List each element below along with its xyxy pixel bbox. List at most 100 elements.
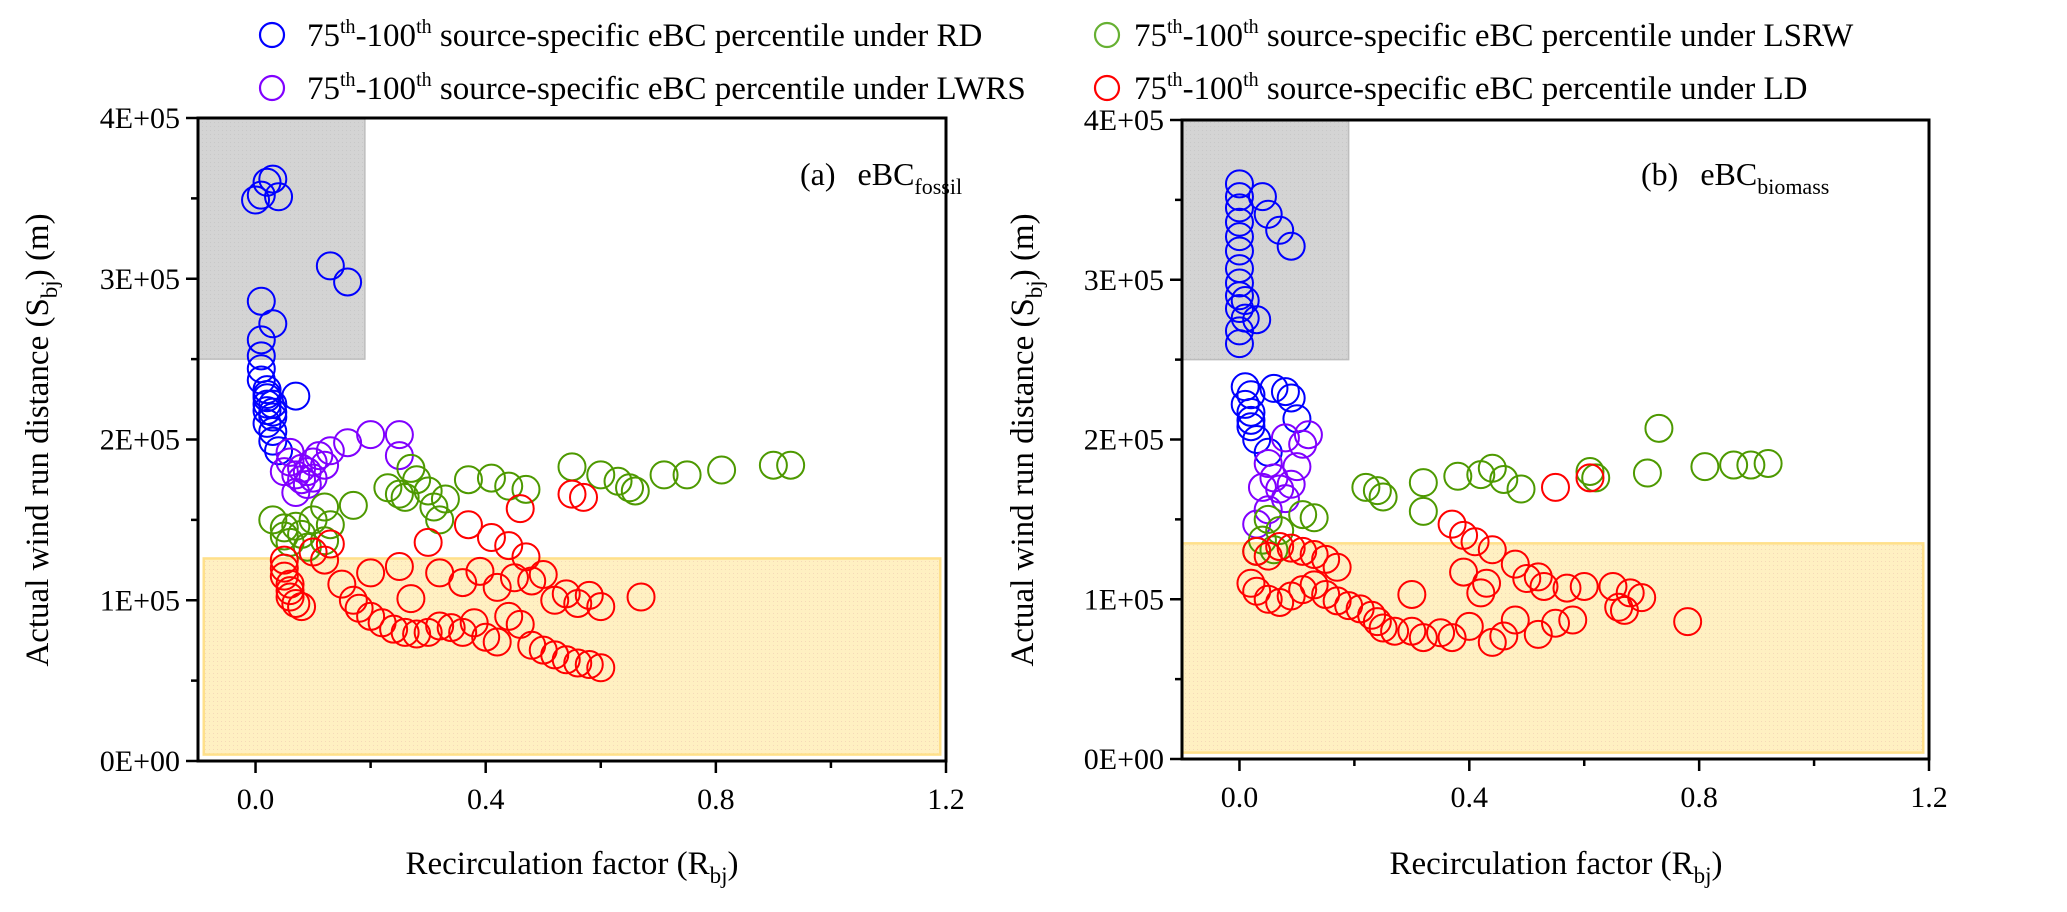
legend-label-ld-mid: -100: [1183, 71, 1244, 107]
data-point-ld: [1253, 541, 1283, 571]
data-point-ld: [1253, 584, 1283, 614]
panel-a-y-tick-label: 0E+00: [100, 745, 180, 778]
data-point-rd: [1224, 182, 1254, 212]
data-point-lsrw: [1408, 496, 1438, 526]
data-point-rd: [1224, 294, 1254, 324]
data-point-rd: [246, 180, 276, 210]
legend-label-lsrw-prefix: 75: [1134, 18, 1167, 54]
data-point-ld: [356, 558, 386, 588]
panel-b-x-tick-label: 0.8: [1680, 781, 1718, 814]
panel-a-label: (a) eBCfossil: [800, 156, 962, 199]
panel-a-xlabel-end: ): [728, 846, 739, 882]
data-point-ld: [586, 653, 616, 683]
panel-b-xlabel-end: ): [1712, 846, 1723, 882]
legend-label-ld-prefix: 75: [1134, 71, 1167, 107]
data-point-lsrw: [1477, 453, 1507, 483]
panel-a-regions: [197, 117, 942, 756]
data-point-ld: [1500, 605, 1530, 635]
data-point-ld: [1466, 578, 1496, 608]
data-point-lwrs: [269, 457, 299, 487]
data-point-ld: [315, 529, 345, 559]
data-point-ld: [275, 576, 305, 606]
data-point-rd: [258, 397, 288, 427]
data-point-lsrw: [258, 505, 288, 535]
legend-label-ld-sup1: th: [1167, 69, 1183, 91]
panel-a-y-tick-label: 4E+05: [100, 102, 180, 135]
data-point-rd: [1247, 182, 1277, 212]
legend-label-lwrs-sup1: th: [340, 69, 356, 91]
data-point-rd: [258, 416, 288, 446]
data-point-rd: [252, 389, 282, 419]
data-point-rd: [1224, 236, 1254, 266]
data-point-ld: [310, 545, 340, 575]
panel-b-points: [1224, 169, 1783, 657]
data-point-rd: [1259, 373, 1289, 403]
data-point-lsrw: [649, 460, 679, 490]
panel-a-points: [241, 164, 806, 683]
panel-b-x-tick-label: 0.0: [1221, 781, 1259, 814]
data-point-ld: [1673, 607, 1703, 637]
data-point-lsrw: [557, 452, 587, 482]
data-point-lsrw: [707, 455, 737, 485]
legend-marker-ld: [1093, 74, 1121, 102]
data-point-rd: [333, 267, 363, 297]
data-point-ld: [476, 523, 506, 553]
panel-a-axes: 0E+00 1E+05 2E+05 3E+05 4E+05 0.0 0.4 0.8 1.2: [100, 102, 965, 816]
data-point-lsrw: [1408, 468, 1438, 498]
data-point-ld: [275, 569, 305, 599]
data-point-lsrw: [758, 450, 788, 480]
data-point-lsrw: [1690, 452, 1720, 482]
data-point-rd: [246, 286, 276, 316]
data-point-lsrw: [1506, 474, 1536, 504]
data-point-ld: [1437, 623, 1467, 653]
data-point-rd: [1236, 405, 1266, 435]
data-point-lsrw: [1736, 450, 1766, 480]
data-point-lsrw: [1362, 476, 1392, 506]
data-point-ld: [482, 627, 512, 657]
data-point-ld: [1552, 573, 1582, 603]
data-point-lwrs: [1282, 452, 1312, 482]
panel-a-ylabel-end: ) (m): [20, 213, 56, 280]
data-point-lwrs: [1247, 472, 1277, 502]
data-point-lwrs: [1293, 420, 1323, 450]
legend-label-ld-sup2: th: [1243, 69, 1259, 91]
panel-b-xlabel-main: Recirculation factor (R: [1389, 846, 1693, 882]
data-point-ld: [1397, 579, 1427, 609]
legend-item-lwrs: 75th-100th source-specific eBC percentil…: [258, 69, 1026, 107]
panel-a-x-tick-label: 0.0: [237, 783, 275, 816]
data-point-rd: [1224, 193, 1254, 223]
data-point-ld: [505, 494, 535, 524]
data-point-lsrw: [511, 474, 541, 504]
data-point-ld: [1288, 536, 1318, 566]
panel-a-region-low-distance: [202, 557, 942, 756]
data-point-ld: [551, 579, 581, 609]
svg-text:75th-100th source-specific eBC: 75th-100th source-specific eBC percentil…: [307, 69, 1026, 107]
data-point-rd: [1276, 231, 1306, 261]
data-point-ld: [1236, 568, 1266, 598]
data-point-ld: [384, 551, 414, 581]
data-point-lwrs: [1253, 448, 1283, 478]
data-point-lsrw: [1259, 535, 1289, 565]
data-point-ld: [327, 569, 357, 599]
panel-a-y-tick-label: 2E+05: [100, 424, 180, 457]
panel-a-y-tick-label: 1E+05: [100, 584, 180, 617]
data-point-ld: [1472, 568, 1502, 598]
panel-a-series-rd: [241, 164, 363, 466]
data-point-lsrw: [1581, 463, 1611, 493]
legend-label-lwrs-sup2: th: [416, 69, 432, 91]
panel-b-y-tick-label: 1E+05: [1084, 583, 1164, 616]
panel-b-series-rd: [1224, 169, 1312, 467]
panel-a-ylabel-main: Actual wind run distance (S: [20, 298, 56, 666]
panel-a-title: eBC: [858, 156, 915, 192]
data-point-rd: [1276, 383, 1306, 413]
data-point-lwrs: [1276, 469, 1306, 499]
panel-b-x-tick-label: 1.2: [1910, 781, 1948, 814]
panel-a-series-lsrw: [258, 450, 806, 562]
legend-item-rd: 75th-100th source-specific eBC percentil…: [258, 16, 982, 54]
panel-b-xlabel-sub: bj: [1694, 863, 1712, 888]
data-point-lsrw: [1299, 503, 1329, 533]
data-point-rd: [258, 426, 288, 456]
data-point-rd: [252, 379, 282, 409]
data-point-lwrs: [384, 420, 414, 450]
data-point-lsrw: [413, 476, 443, 506]
